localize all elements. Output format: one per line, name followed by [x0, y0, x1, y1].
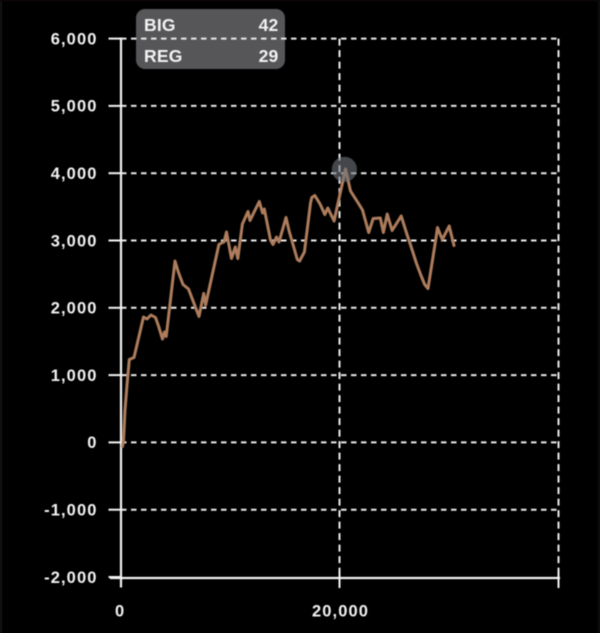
svg-text:0: 0: [115, 602, 125, 620]
svg-text:-1,000: -1,000: [44, 502, 97, 520]
svg-text:29: 29: [259, 46, 279, 66]
svg-text:0: 0: [87, 434, 97, 452]
svg-text:1,000: 1,000: [51, 367, 98, 385]
svg-text:REG: REG: [144, 46, 183, 66]
svg-text:-2,000: -2,000: [44, 569, 97, 587]
svg-text:5,000: 5,000: [51, 98, 98, 116]
svg-text:3,000: 3,000: [51, 232, 98, 250]
svg-text:2,000: 2,000: [51, 300, 98, 318]
svg-text:4,000: 4,000: [51, 165, 98, 183]
svg-text:20,000: 20,000: [312, 602, 369, 620]
svg-text:6,000: 6,000: [51, 30, 98, 48]
svg-text:BIG: BIG: [144, 15, 176, 35]
svg-text:42: 42: [259, 15, 279, 35]
